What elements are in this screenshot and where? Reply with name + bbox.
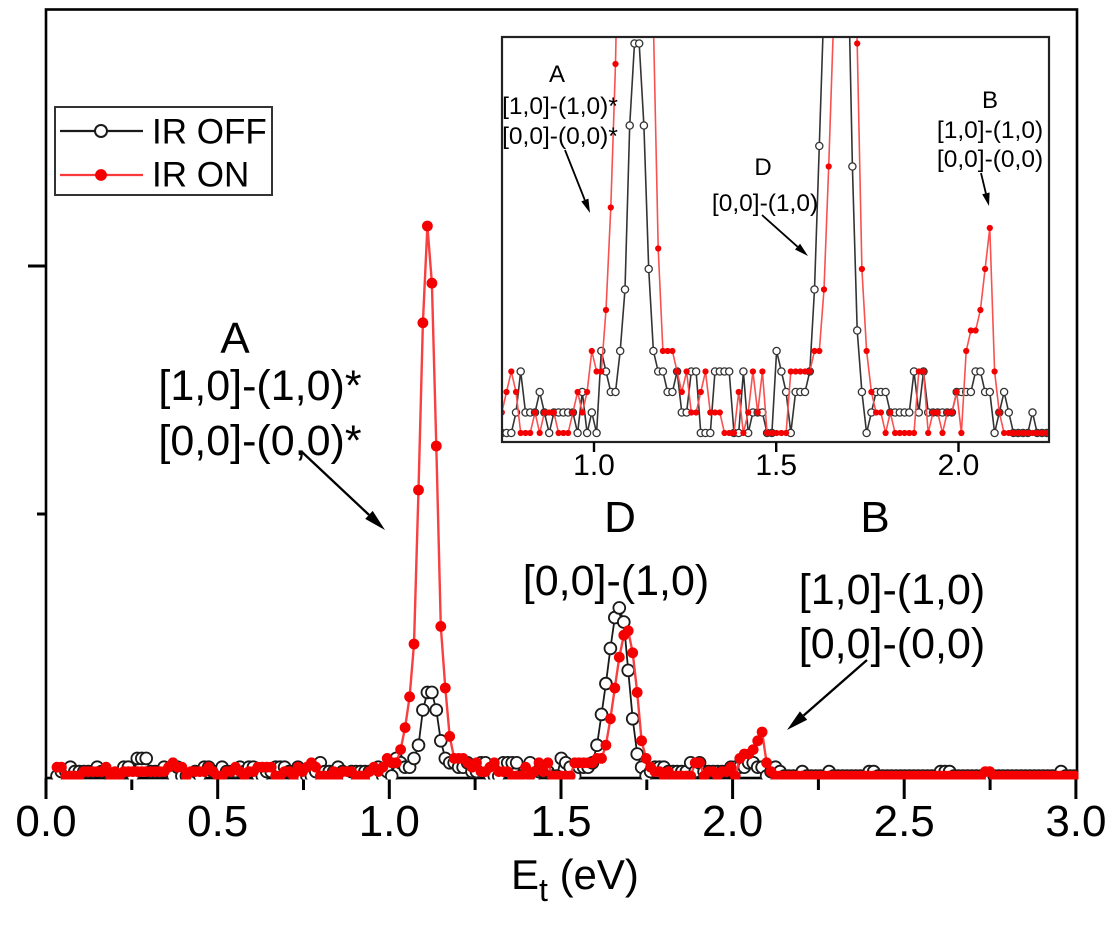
svg-text:D: D (754, 154, 771, 181)
svg-text:[0,0]-(0,0)*: [0,0]-(0,0)* (158, 417, 361, 465)
svg-text:0.0: 0.0 (15, 797, 76, 846)
svg-text:[0,0]-(0,0): [0,0]-(0,0) (799, 620, 985, 668)
svg-text:B: B (982, 87, 998, 114)
svg-text:1.5: 1.5 (755, 449, 797, 482)
svg-text:2.0: 2.0 (938, 449, 980, 482)
svg-text:B: B (860, 493, 889, 542)
svg-text:[0,0]-(1,0): [0,0]-(1,0) (712, 190, 818, 217)
svg-text:1.5: 1.5 (530, 797, 591, 846)
svg-text:[1,0]-(1,0)*: [1,0]-(1,0)* (158, 362, 361, 410)
svg-text:[1,0]-(1,0): [1,0]-(1,0) (799, 566, 985, 614)
svg-text:A: A (549, 61, 565, 88)
svg-text:[0,0]-(0,0): [0,0]-(0,0) (937, 146, 1043, 173)
svg-text:[0,0]-(1,0): [0,0]-(1,0) (523, 557, 709, 605)
svg-text:D: D (604, 493, 636, 542)
svg-text:A: A (220, 314, 250, 363)
svg-text:2.5: 2.5 (874, 797, 935, 846)
svg-text:IR ON: IR ON (152, 156, 249, 195)
svg-text:1.0: 1.0 (359, 797, 420, 846)
svg-text:[1,0]-(1,0): [1,0]-(1,0) (937, 117, 1043, 144)
svg-text:[0,0]-(0,0)*: [0,0]-(0,0)* (502, 123, 618, 150)
svg-text:[1,0]-(1,0)*: [1,0]-(1,0)* (502, 93, 618, 120)
svg-text:3.0: 3.0 (1045, 797, 1106, 846)
svg-text:1.0: 1.0 (573, 449, 615, 482)
svg-text:IR OFF: IR OFF (152, 113, 267, 152)
svg-text:2.0: 2.0 (702, 797, 763, 846)
svg-text:0.5: 0.5 (187, 797, 248, 846)
